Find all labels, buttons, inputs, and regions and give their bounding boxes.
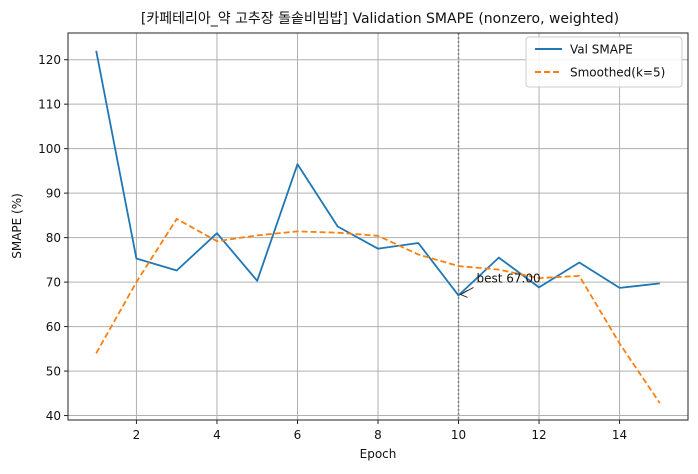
y-tick-label: 100 (38, 142, 61, 156)
x-axis-label: Epoch (360, 447, 397, 461)
series-line-val-smape (95, 50, 660, 297)
y-tick-label: 120 (38, 53, 61, 67)
x-tick-label: 14 (612, 428, 627, 442)
chart-title: [카페테리아_약 고추장 돌솥비빔밥] Validation SMAPE (no… (141, 11, 619, 27)
best-annotation: best 67.00 (459, 271, 541, 298)
y-tick-label: 80 (46, 231, 61, 245)
legend-label-smoothed: Smoothed(k=5) (570, 66, 665, 80)
series-lines (95, 50, 661, 404)
x-tick-label: 8 (374, 428, 382, 442)
y-tick-label: 50 (46, 365, 61, 379)
x-tick-label: 2 (133, 428, 141, 442)
series-line-smoothed (95, 217, 661, 404)
y-tick-label: 110 (38, 98, 61, 112)
y-tick-label: 90 (46, 187, 61, 201)
annotation-arrowhead (459, 290, 468, 298)
x-tick-label: 6 (294, 428, 302, 442)
grid (68, 33, 688, 420)
legend-box (525, 36, 683, 88)
legend-label-val-smape: Val SMAPE (570, 43, 633, 57)
x-tick-label: 10 (451, 428, 466, 442)
y-axis-label: SMAPE (%) (10, 193, 24, 259)
y-axis: 40 50 60 70 80 90 100 110 120 (38, 53, 68, 423)
x-axis: 2 4 6 8 10 12 14 (133, 420, 627, 442)
x-tick-label: 12 (531, 428, 546, 442)
x-tick-label: 4 (213, 428, 221, 442)
y-tick-label: 40 (46, 409, 61, 423)
legend: Val SMAPE Smoothed(k=5) (525, 36, 683, 88)
y-tick-label: 60 (46, 320, 61, 334)
annotation-label: best 67.00 (477, 271, 541, 285)
y-tick-label: 70 (46, 276, 61, 290)
